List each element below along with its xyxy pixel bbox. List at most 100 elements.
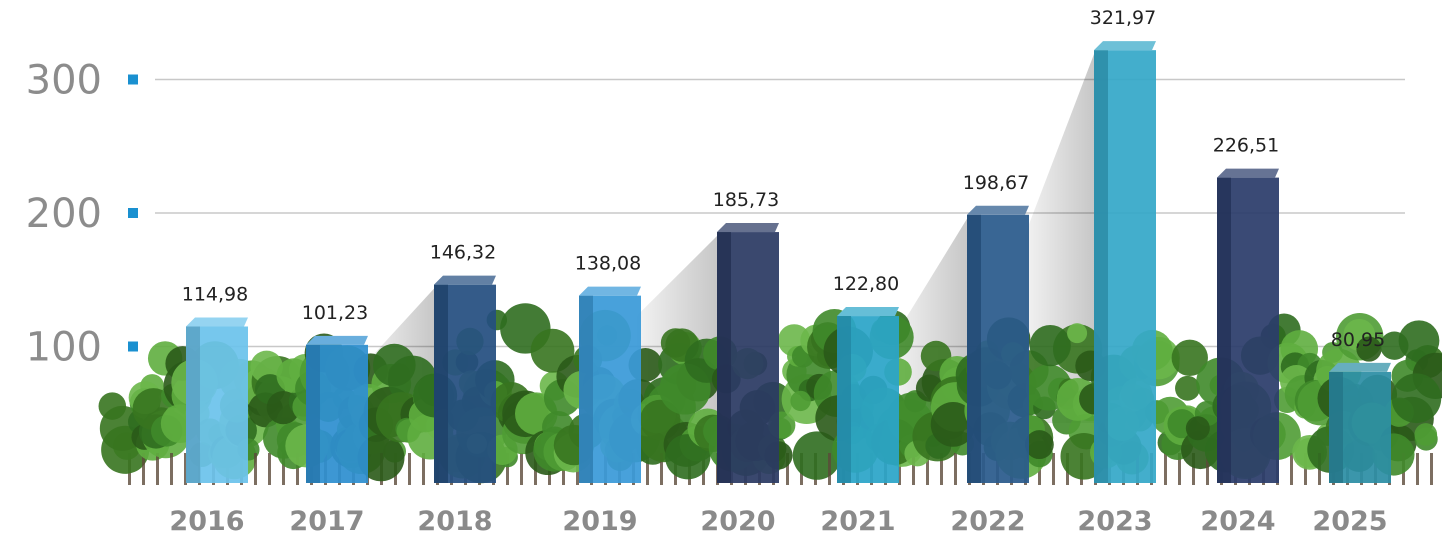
bar-top-2017 [306, 335, 368, 345]
bar-side-2017 [306, 344, 320, 483]
data-label-2022: 198,67 [963, 172, 1029, 194]
tree-trunk [520, 453, 523, 485]
bar-side-2020 [717, 232, 731, 483]
tree-trunk [646, 453, 649, 485]
tree-trunk [184, 453, 187, 485]
data-label-2016: 114,98 [182, 284, 248, 306]
bar-side-2021 [837, 316, 851, 483]
tree-foliage [98, 392, 127, 420]
tree-trunk [142, 453, 145, 485]
tree-trunk [1192, 453, 1195, 485]
tree-trunk [408, 453, 411, 485]
x-tick-label-2021: 2021 [820, 506, 895, 533]
y-tick-label-100: 100 [26, 325, 102, 371]
x-tick-label-2020: 2020 [700, 506, 775, 533]
tree-foliage [1029, 324, 1071, 367]
bar-side-2019 [579, 295, 593, 483]
bar-top-2018 [434, 275, 496, 285]
tree-foliage [1414, 423, 1438, 446]
x-tick-label-2017: 2017 [289, 506, 364, 533]
tree-trunk [926, 453, 929, 485]
data-label-2025: 80,95 [1331, 329, 1385, 351]
x-axis: 2016 2017 2018 2019 2020 2021 2022 2023 2024 2025 [169, 506, 1387, 533]
data-label-2020: 185,73 [713, 189, 779, 211]
tree-trunk [170, 453, 173, 485]
tree-foliage [1067, 323, 1088, 344]
tree-trunk [1052, 453, 1055, 485]
tree-trunk [1206, 453, 1209, 485]
tree-trunk [1430, 453, 1433, 485]
tree-trunk [940, 453, 943, 485]
tree-foliage [930, 401, 976, 447]
y-tick-label-300: 300 [26, 58, 102, 104]
bar-top-2025 [1329, 362, 1391, 372]
y-axis: 100 200 300 [26, 58, 138, 371]
bar-side-2018 [434, 284, 448, 483]
tree-trunk [660, 453, 663, 485]
tree-trunk [268, 453, 271, 485]
data-label-2021: 122,80 [833, 273, 899, 295]
tree-trunk [254, 453, 257, 485]
bar-2016 [186, 317, 248, 483]
bar-side-2016 [186, 326, 200, 483]
x-tick-label-2016: 2016 [169, 506, 244, 533]
data-label-2018: 146,32 [430, 242, 496, 264]
tree-foliage [1175, 375, 1200, 401]
y-tick-label-200: 200 [26, 191, 102, 237]
bar-top-2021 [837, 307, 899, 317]
tree-trunk [1164, 453, 1167, 485]
bar-top-2024 [1217, 168, 1279, 178]
tree-trunk [282, 453, 285, 485]
tree-foliage [790, 390, 811, 412]
tree-trunk [1178, 453, 1181, 485]
tree-trunk [898, 453, 901, 485]
bar-2019 [579, 286, 641, 483]
tree-foliage [1398, 320, 1440, 362]
bar-2021 [837, 307, 899, 483]
tree-trunk [1416, 453, 1419, 485]
data-labels: 114,98 101,23 146,32 138,08 185,73 122,80 198,… [182, 7, 1385, 351]
tick-marker-200 [128, 208, 138, 218]
bar-top-2016 [186, 317, 248, 327]
tree-trunk [422, 453, 425, 485]
tick-marker-100 [128, 341, 138, 352]
bars [186, 41, 1391, 484]
x-tick-label-2023: 2023 [1077, 506, 1152, 533]
data-label-2023: 321,97 [1090, 7, 1156, 29]
data-label-2024: 226,51 [1213, 135, 1279, 157]
bar-2023 [1094, 41, 1156, 484]
tree-foliage [1391, 373, 1442, 424]
bar-side-2023 [1094, 50, 1108, 484]
bar-top-2022 [967, 205, 1029, 215]
tree-trunk [912, 453, 915, 485]
tree-foliage [1171, 339, 1208, 377]
data-label-2019: 138,08 [575, 253, 641, 275]
bar-side-2024 [1217, 177, 1231, 484]
x-tick-label-2024: 2024 [1200, 506, 1275, 533]
x-tick-label-2019: 2019 [562, 506, 637, 533]
tree-trunk [786, 453, 789, 485]
bar-side-2025 [1329, 371, 1343, 483]
bar-2017 [306, 335, 368, 483]
tree-foliage [1185, 416, 1210, 441]
tick-marker-300 [128, 74, 138, 85]
tree-trunk [954, 453, 957, 485]
tree-foliage [1024, 430, 1054, 460]
tree-foliage [357, 434, 405, 482]
tree-trunk [506, 453, 509, 485]
tree-trunk [828, 453, 831, 485]
tree-trunk [296, 453, 299, 485]
tree-foliage [372, 343, 416, 387]
bar-2020 [717, 223, 779, 483]
bar-top-2020 [717, 223, 779, 233]
x-tick-label-2025: 2025 [1312, 506, 1387, 533]
bar-2025 [1329, 362, 1391, 483]
tree-trunk [156, 453, 159, 485]
data-label-2017: 101,23 [302, 302, 368, 324]
x-tick-label-2018: 2018 [417, 506, 492, 533]
bar-top-2023 [1094, 41, 1156, 51]
tree-trunk [1290, 453, 1293, 485]
x-tick-label-2022: 2022 [950, 506, 1025, 533]
bar-top-2019 [579, 286, 641, 296]
